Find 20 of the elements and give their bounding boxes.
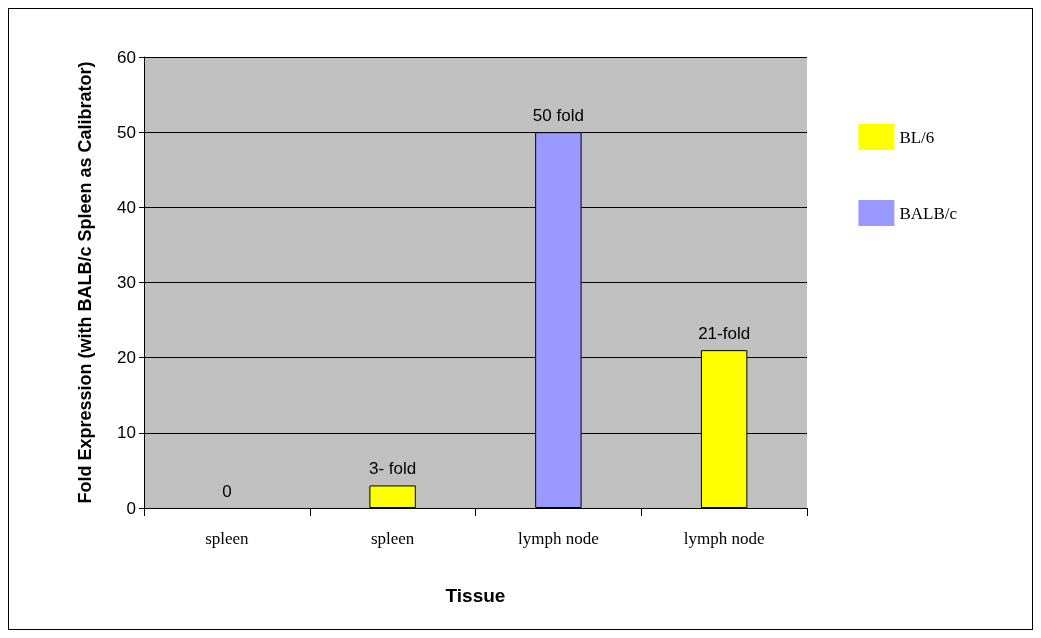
- x-tick-label: lymph node: [518, 529, 599, 548]
- x-tick-label: lymph node: [683, 529, 765, 548]
- bar: [369, 485, 416, 508]
- y-tick-label: 10: [117, 423, 136, 443]
- y-tick-label: 50: [117, 122, 136, 142]
- legend-label: BALB/c: [899, 203, 958, 223]
- data-label: 21-fold: [698, 324, 751, 344]
- y-tick-label: 60: [117, 47, 136, 67]
- y-tick-label: 30: [117, 273, 136, 292]
- legend-label: BL/6: [899, 127, 935, 147]
- x-axis-title: Tissue: [445, 585, 506, 606]
- x-tick-label: spleen: [205, 529, 250, 548]
- data-label: 3- fold: [369, 459, 417, 479]
- y-tick-label: 20: [117, 348, 136, 368]
- y-tick-label: 0: [126, 498, 136, 518]
- x-tick-label: spleen: [370, 529, 415, 548]
- data-label: 50 fold: [532, 106, 584, 126]
- y-axis-title: Fold Expression (with BALB/c Spleen as Calibrator): [75, 61, 95, 504]
- data-label: 0: [222, 482, 232, 501]
- y-tick-label: 40: [117, 197, 136, 217]
